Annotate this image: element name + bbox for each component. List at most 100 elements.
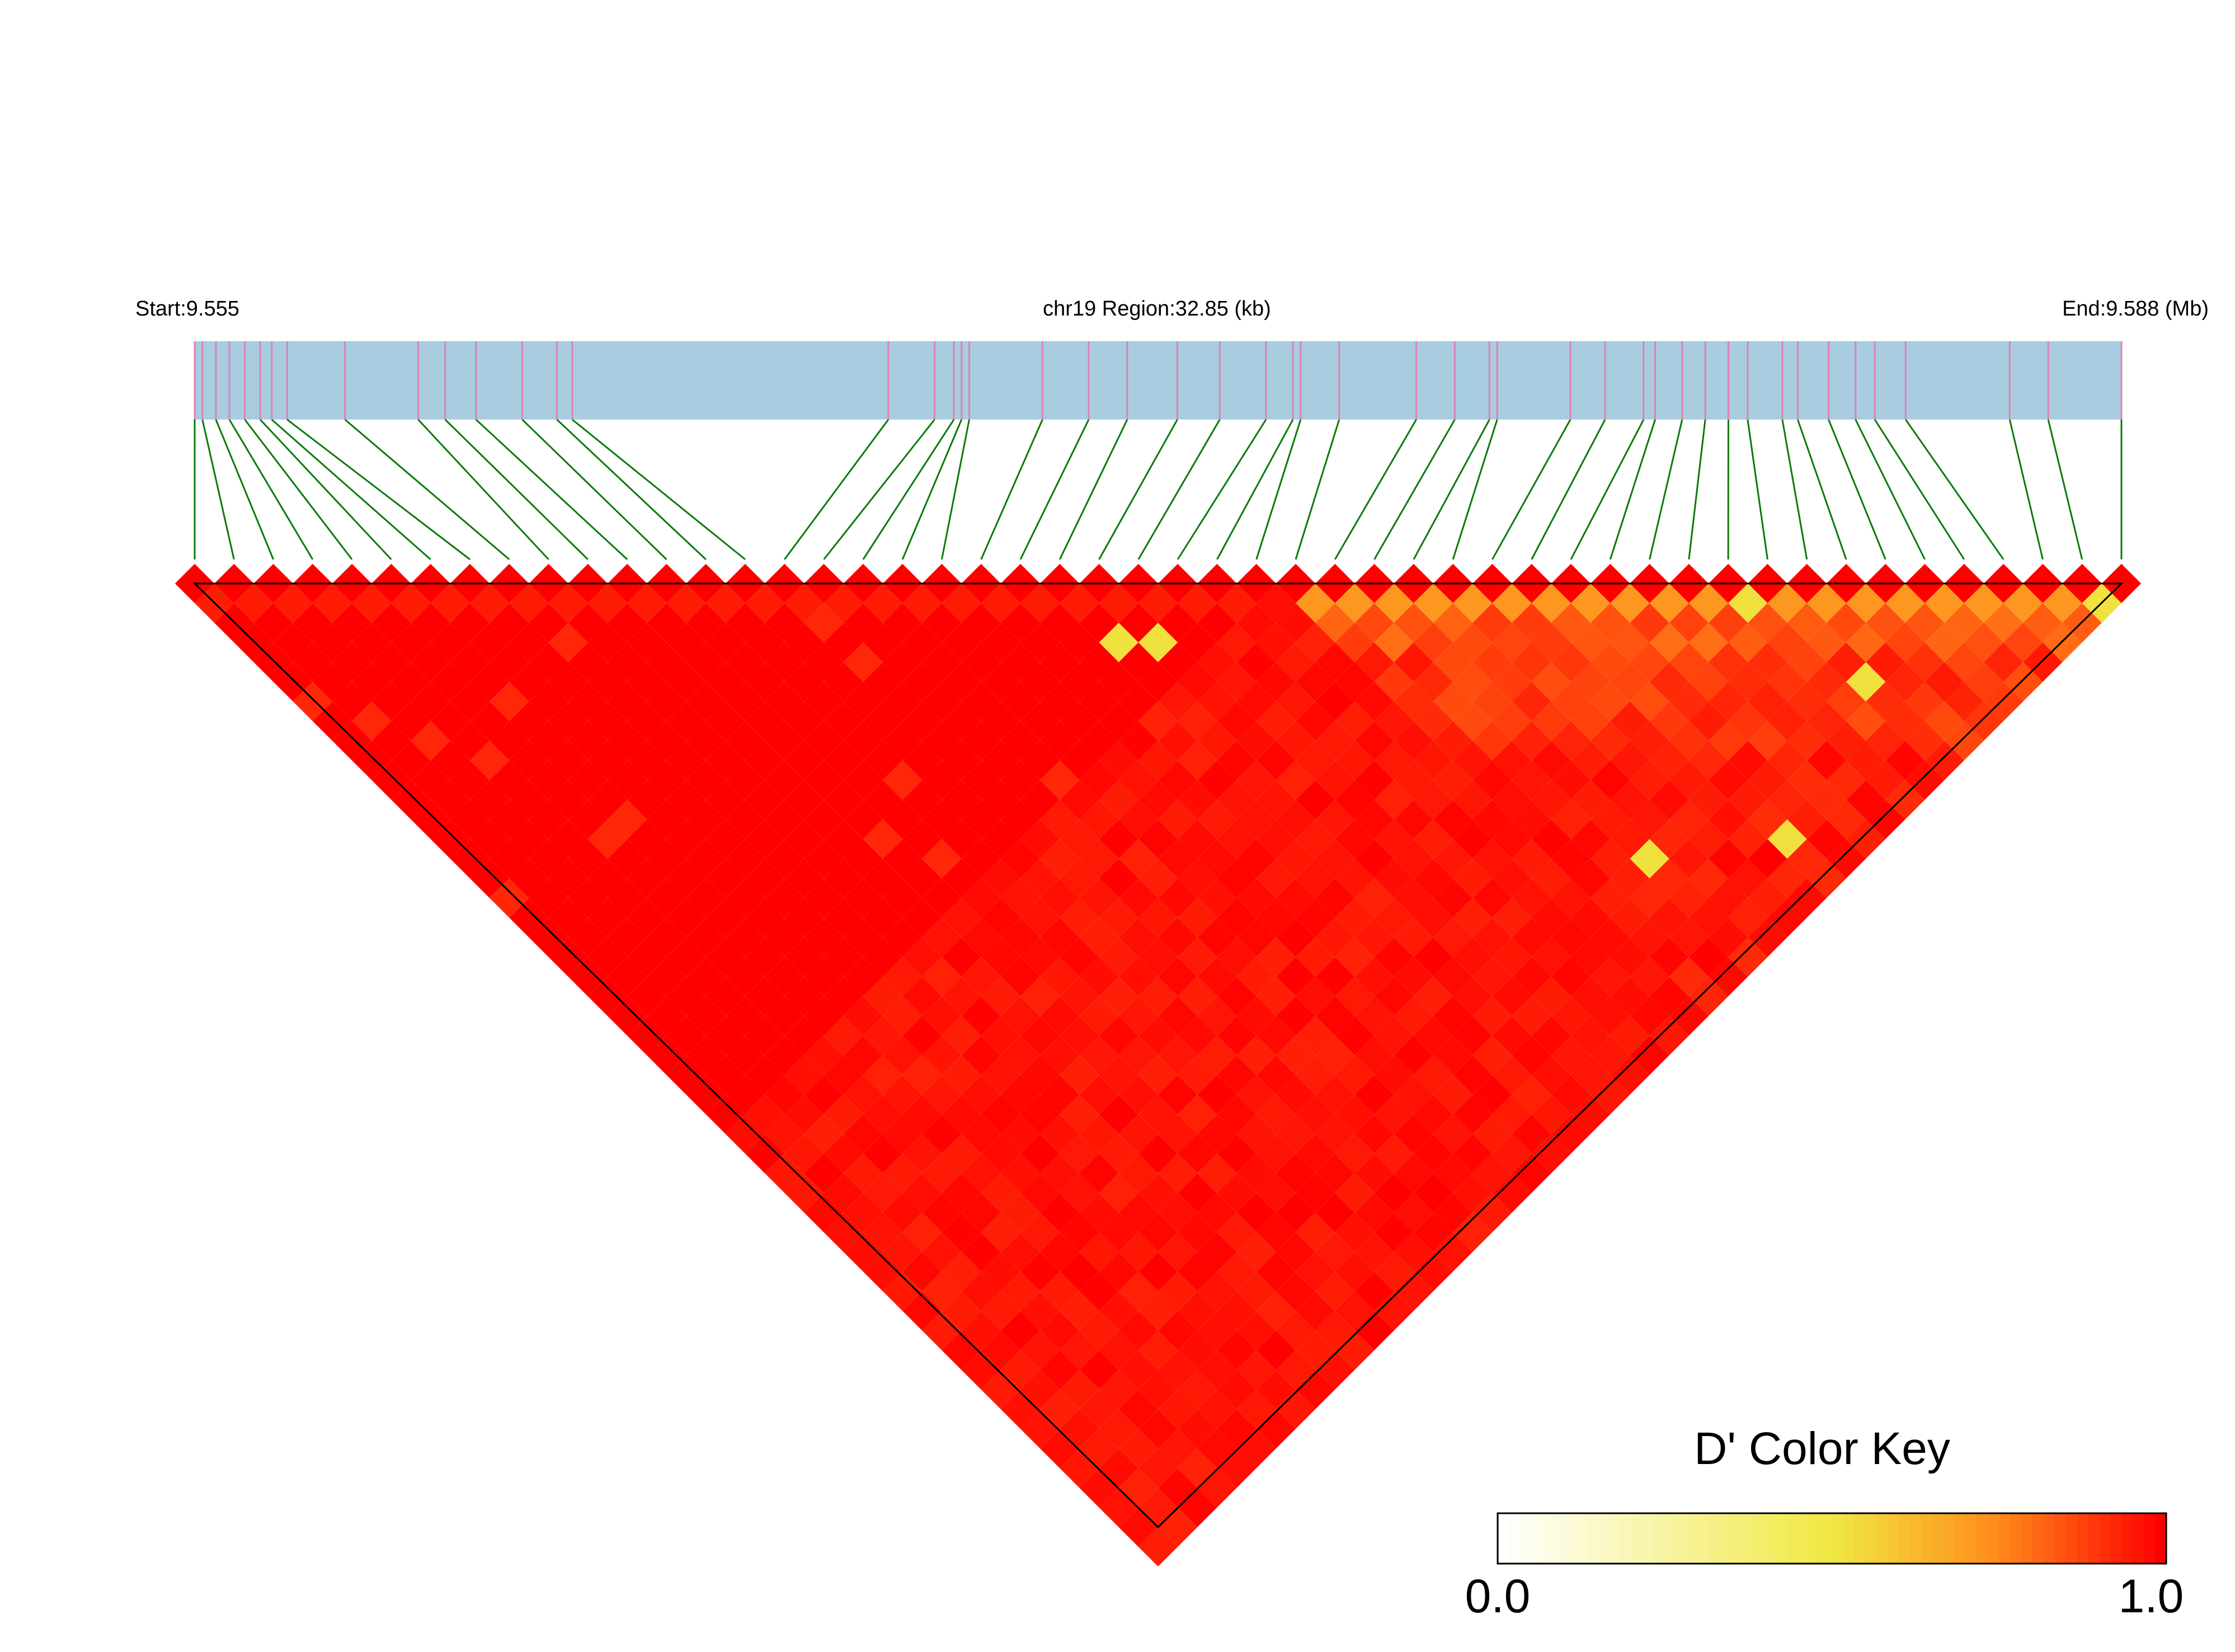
ld-cell xyxy=(1413,937,1453,977)
ld-cell xyxy=(686,721,726,761)
ld-cell xyxy=(1944,603,1984,643)
ld-cell xyxy=(1492,623,1532,662)
ld-cell xyxy=(1591,760,1630,800)
color-key-gradient xyxy=(1498,1513,2167,1564)
ld-cell xyxy=(312,583,352,623)
ld-cell xyxy=(1256,1369,1296,1409)
color-key-swatch xyxy=(1809,1513,1822,1564)
ld-cell xyxy=(1709,799,1748,839)
ld-cell xyxy=(1649,976,1689,1016)
ld-cell xyxy=(430,583,470,623)
ld-cell xyxy=(1138,1094,1178,1134)
ld-cell xyxy=(883,799,923,839)
ld-cell xyxy=(745,741,785,780)
ld-cell xyxy=(1296,623,1335,662)
ld-cell xyxy=(686,760,726,800)
ld-cell xyxy=(1649,819,1689,859)
ld-cell xyxy=(1413,1055,1453,1095)
ld-cell xyxy=(490,760,529,800)
ld-cell xyxy=(863,1212,903,1252)
ld-cell xyxy=(1826,603,1866,643)
ld-cell xyxy=(1984,681,2024,721)
ld-cell xyxy=(490,878,529,918)
ld-cell xyxy=(1236,721,1276,761)
ld-cell xyxy=(1276,760,1316,800)
ld-cell xyxy=(1236,878,1276,918)
ld-cell xyxy=(1688,937,1729,977)
ld-cell xyxy=(1374,1173,1414,1213)
ld-cell xyxy=(961,1311,1001,1350)
start-position-label: Start:9.555 xyxy=(135,297,239,321)
ld-cell xyxy=(1984,603,2024,643)
snp-connector xyxy=(572,418,746,561)
ld-cell xyxy=(1866,760,1905,800)
ld-cell xyxy=(1492,819,1532,859)
ld-cell xyxy=(1256,701,1296,741)
snp-connector xyxy=(475,418,628,561)
ld-cell xyxy=(1551,603,1591,643)
ld-cell xyxy=(1571,859,1611,898)
ld-cell xyxy=(1453,1016,1493,1056)
ld-cell xyxy=(1118,1114,1158,1154)
ld-cell xyxy=(1118,1075,1158,1114)
ld-cell xyxy=(1512,681,1551,721)
ld-cell xyxy=(1158,642,1198,682)
ld-cell xyxy=(450,760,490,800)
ld-cell xyxy=(1826,760,1866,800)
ld-cell xyxy=(1354,1154,1394,1193)
ld-cell xyxy=(686,917,726,957)
ld-cell xyxy=(1236,1311,1276,1350)
color-key-swatch xyxy=(1653,1513,1665,1564)
ld-cell xyxy=(1079,1389,1119,1429)
ld-cell xyxy=(1020,1212,1060,1252)
ld-cell xyxy=(1315,681,1355,721)
ld-cell xyxy=(1020,1369,1060,1409)
ld-cell xyxy=(1138,780,1178,820)
ld-cell xyxy=(1709,878,1748,918)
ld-cell xyxy=(1806,583,1846,623)
ld-cell xyxy=(1217,741,1257,780)
ld-cell xyxy=(1806,859,1846,898)
ld-cell xyxy=(1767,623,1807,662)
ld-cell xyxy=(1571,819,1611,859)
ld-cell xyxy=(686,1036,726,1075)
ld-cell xyxy=(1374,623,1414,662)
ld-cell xyxy=(391,662,431,702)
ld-cell xyxy=(1099,819,1138,859)
ld-cell xyxy=(961,1272,1001,1311)
ld-cell xyxy=(1060,1212,1099,1252)
ld-cell xyxy=(1905,603,1945,643)
ld-cell xyxy=(1571,701,1611,741)
ld-cell xyxy=(1020,859,1060,898)
ld-cell xyxy=(391,623,431,662)
ld-cell xyxy=(1374,1016,1414,1056)
ld-cell xyxy=(234,583,274,623)
ld-cell xyxy=(1315,957,1355,996)
ld-cell xyxy=(1020,1134,1060,1174)
ld-cell xyxy=(1610,583,1650,623)
ld-cell xyxy=(902,1212,942,1252)
ld-cell xyxy=(391,701,431,741)
ld-cell xyxy=(529,721,568,761)
color-key-swatch xyxy=(1620,1513,1632,1564)
ld-cell xyxy=(1118,1350,1158,1390)
ld-cell xyxy=(1178,898,1217,938)
color-key-swatch xyxy=(1832,1513,1844,1564)
ld-cell xyxy=(1178,780,1217,820)
ld-cell xyxy=(1354,996,1394,1036)
ld-cell xyxy=(490,681,529,721)
ld-cell xyxy=(883,878,923,918)
ld-cell xyxy=(961,721,1001,761)
ld-cell xyxy=(1020,1291,1060,1331)
ld-cell-grid xyxy=(195,583,2121,1567)
ld-cell xyxy=(1492,898,1532,938)
color-key-swatch xyxy=(1954,1513,1966,1564)
color-key-swatch xyxy=(1720,1513,1733,1564)
ld-cell xyxy=(1315,799,1355,839)
ld-cell xyxy=(1276,957,1316,996)
ld-cell xyxy=(1787,603,1827,643)
ld-cell xyxy=(824,1055,863,1095)
ld-cell xyxy=(863,583,903,623)
ld-cell xyxy=(1236,1389,1276,1429)
ld-cell xyxy=(548,898,588,938)
